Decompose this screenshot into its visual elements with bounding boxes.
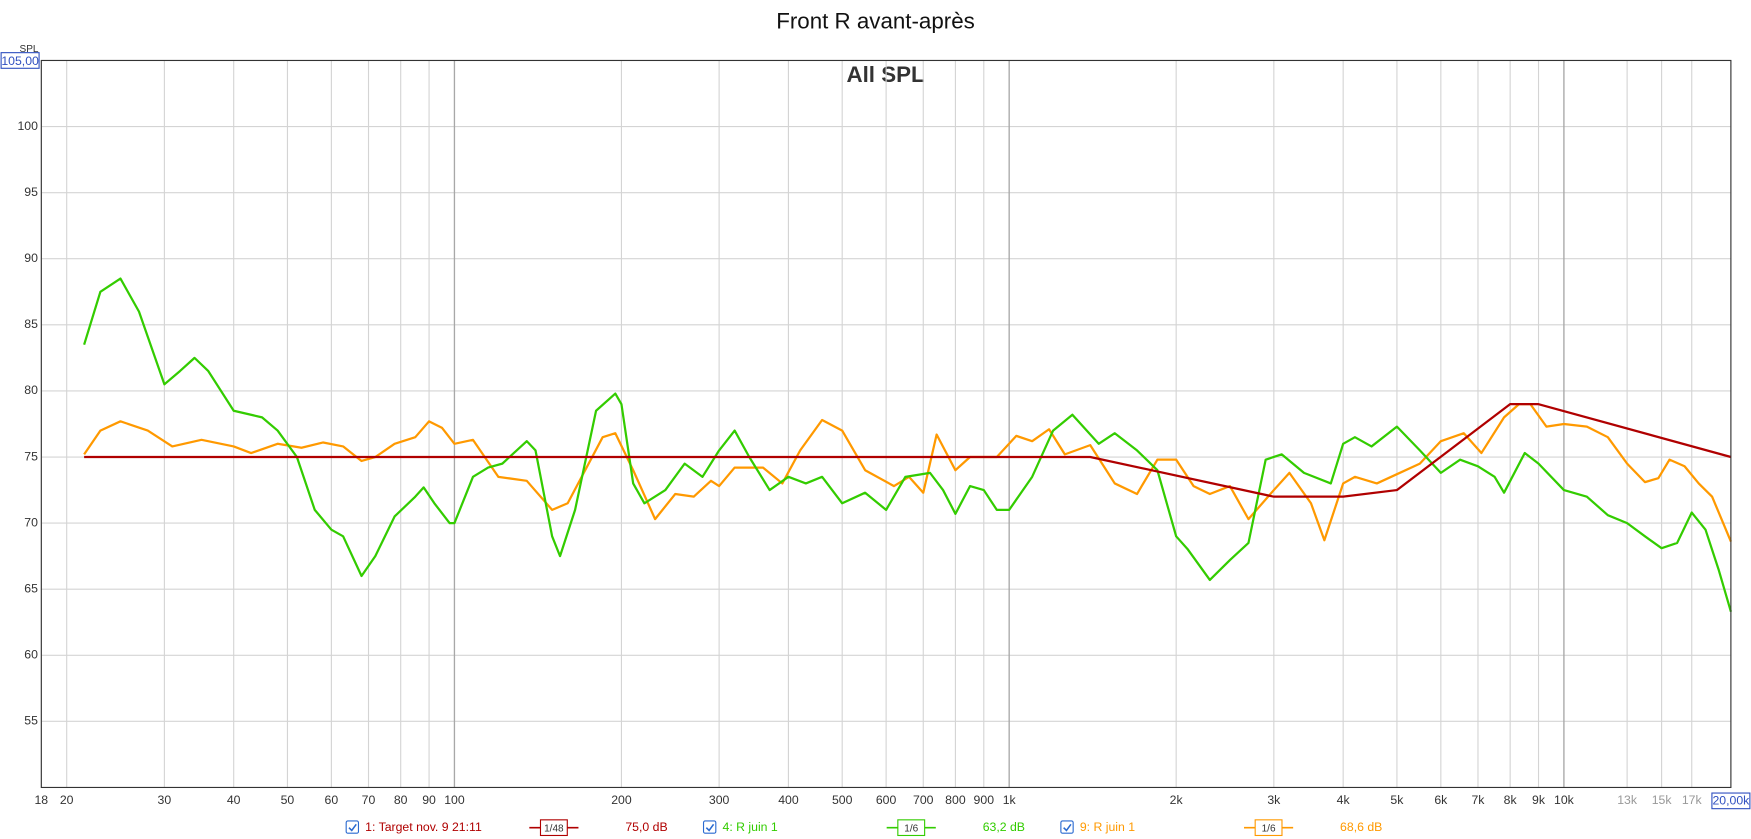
y-tick-label: 75 xyxy=(24,449,38,463)
x-tick-label: 20,00k xyxy=(1712,794,1750,808)
x-tick-label: 15k xyxy=(1652,793,1673,807)
x-tick-label: 5k xyxy=(1390,793,1404,807)
x-tick-label: 200 xyxy=(611,793,632,807)
x-tick-label: 90 xyxy=(422,793,436,807)
y-tick-label-box xyxy=(0,52,40,69)
y-tick-label: 100 xyxy=(17,119,38,133)
x-tick-label: 60 xyxy=(325,793,339,807)
y-axis-label: SPL xyxy=(20,44,39,55)
x-tick-label: 800 xyxy=(945,793,966,807)
x-tick-label: 3k xyxy=(1267,793,1281,807)
y-tick-label: 105,00 xyxy=(1,54,39,68)
series-line xyxy=(83,403,1732,543)
legend-level: 63,2 dB xyxy=(983,820,1025,834)
y-tick-label: 55 xyxy=(24,714,38,728)
x-tick-label: 20 xyxy=(60,793,74,807)
plot-lines xyxy=(83,277,1732,612)
y-tick-label: 65 xyxy=(24,581,38,595)
legend-smoothing-box xyxy=(897,819,926,837)
legend-smoothing: 1/48 xyxy=(544,823,564,834)
legend-checkmark xyxy=(1063,823,1072,832)
x-tick-label: 8k xyxy=(1504,793,1518,807)
legend-level: 68,6 dB xyxy=(1340,820,1382,834)
legend-checkmark xyxy=(705,823,715,832)
x-tick-label: 1k xyxy=(1003,793,1017,807)
x-tick-label: 9k xyxy=(1532,793,1546,807)
x-tick-label: 80 xyxy=(394,793,408,807)
x-tick-label: 70 xyxy=(362,793,376,807)
legend-smoothing: 1/6 xyxy=(1262,823,1276,834)
x-tick-label: 17k xyxy=(1682,793,1703,807)
x-tick-label: 700 xyxy=(913,793,934,807)
x-tick-label-box xyxy=(1711,792,1751,810)
legend-label: 4: R juin 1 xyxy=(723,820,778,834)
legend-checkbox xyxy=(1060,820,1074,834)
x-tick-label: 4k xyxy=(1337,793,1351,807)
plot-frame xyxy=(40,59,1732,789)
y-tick-label: 95 xyxy=(24,185,38,199)
y-tick-label: 90 xyxy=(24,251,38,265)
x-tick-label: 500 xyxy=(832,793,853,807)
x-tick-label: 2k xyxy=(1170,793,1184,807)
x-tick-label: 18 xyxy=(34,793,48,807)
chart-title: Front R avant-après xyxy=(776,8,975,33)
y-tick-label: 80 xyxy=(24,383,38,397)
x-tick-label: 13k xyxy=(1617,793,1638,807)
x-tick-label: 6k xyxy=(1434,793,1448,807)
grid xyxy=(40,59,1732,788)
legend-smoothing: 1/6 xyxy=(904,823,918,834)
x-tick-label: 50 xyxy=(281,793,295,807)
ticks: 55 60 65 70 75 80 85 90 95 100 105,00 18 20 30 40 50 60 7… xyxy=(0,52,1751,810)
y-tick-label: 70 xyxy=(24,515,38,529)
series-line xyxy=(83,277,1732,612)
x-tick-label: 300 xyxy=(709,793,730,807)
x-tick-label: 600 xyxy=(876,793,897,807)
x-tick-label: 40 xyxy=(227,793,241,807)
y-tick-label: 85 xyxy=(24,317,38,331)
legend-label: 1: Target nov. 9 21:11 xyxy=(365,820,482,834)
legend-checkbox xyxy=(345,820,360,834)
legend: 1: Target nov. 9 21:11 1/48 75,0 dB 4: R ju… xyxy=(345,819,1382,837)
legend-smoothing-box xyxy=(1254,819,1283,837)
x-tick-label: 400 xyxy=(778,793,799,807)
x-tick-label: 30 xyxy=(158,793,172,807)
x-tick-label: 10k xyxy=(1554,793,1575,807)
series-line xyxy=(84,403,1732,498)
legend-level: 75,0 dB xyxy=(625,820,667,834)
legend-label: 9: R juin 1 xyxy=(1080,820,1135,834)
legend-smoothing-box xyxy=(539,819,568,837)
x-tick-label: 100 xyxy=(444,793,465,807)
x-tick-label: 7k xyxy=(1471,793,1485,807)
y-tick-label: 60 xyxy=(24,648,38,662)
legend-checkbox xyxy=(702,820,717,834)
legend-checkmark xyxy=(348,823,357,832)
x-tick-label: 900 xyxy=(974,793,995,807)
